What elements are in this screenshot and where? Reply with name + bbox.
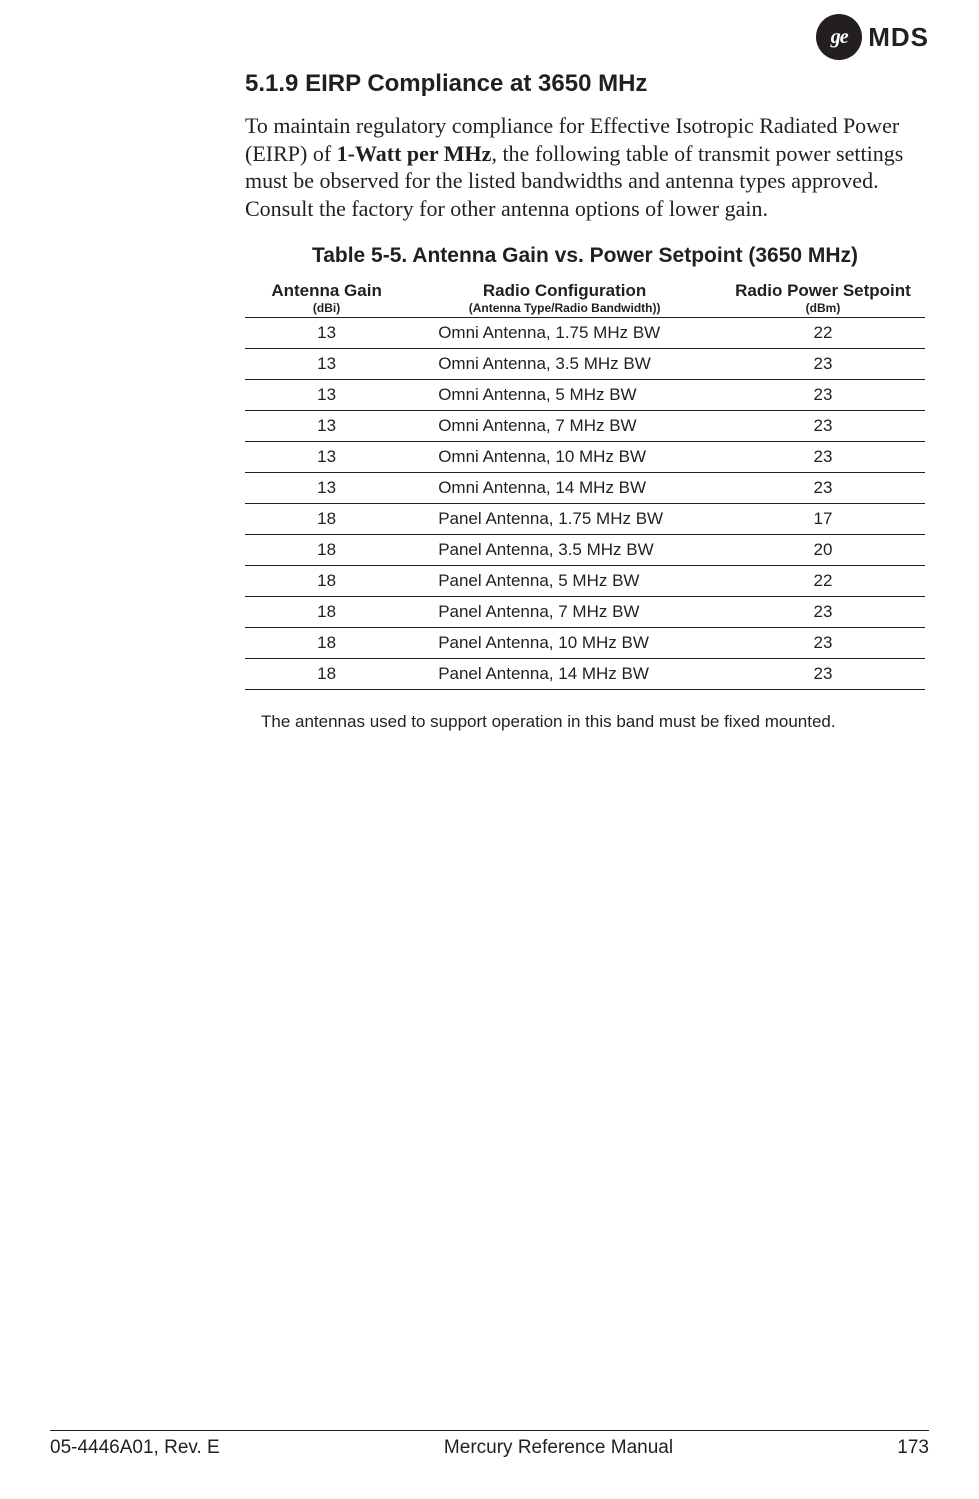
cell-gain: 18: [245, 596, 408, 627]
col-header-gain-sub: (dBi): [251, 301, 402, 315]
brand-logo: ge MDS: [816, 14, 929, 60]
cell-config: Panel Antenna, 1.75 MHz BW: [408, 503, 721, 534]
cell-gain: 18: [245, 658, 408, 689]
ge-monogram-icon: ge: [816, 14, 862, 60]
cell-config: Panel Antenna, 7 MHz BW: [408, 596, 721, 627]
intro-paragraph: To maintain regulatory compliance for Ef…: [245, 112, 925, 222]
table-footnote: The antennas used to support operation i…: [261, 712, 925, 732]
col-header-config: Radio Configuration (Antenna Type/Radio …: [408, 278, 721, 317]
cell-gain: 18: [245, 627, 408, 658]
cell-config: Omni Antenna, 7 MHz BW: [408, 410, 721, 441]
table-row: 13Omni Antenna, 10 MHz BW23: [245, 441, 925, 472]
cell-power: 20: [721, 534, 925, 565]
cell-gain: 13: [245, 441, 408, 472]
cell-config: Omni Antenna, 1.75 MHz BW: [408, 317, 721, 348]
main-content: 5.1.9 EIRP Compliance at 3650 MHz To mai…: [245, 70, 925, 732]
col-header-config-main: Radio Configuration: [414, 282, 715, 301]
brand-text: MDS: [868, 22, 929, 53]
cell-power: 23: [721, 472, 925, 503]
col-header-config-sub: (Antenna Type/Radio Bandwidth)): [414, 301, 715, 315]
para-bold: 1-Watt per MHz: [337, 141, 492, 166]
cell-config: Omni Antenna, 5 MHz BW: [408, 379, 721, 410]
cell-config: Omni Antenna, 10 MHz BW: [408, 441, 721, 472]
section-heading: 5.1.9 EIRP Compliance at 3650 MHz: [245, 70, 925, 98]
cell-gain: 13: [245, 410, 408, 441]
col-header-power: Radio Power Setpoint (dBm): [721, 278, 925, 317]
cell-gain: 13: [245, 379, 408, 410]
cell-power: 17: [721, 503, 925, 534]
cell-gain: 18: [245, 565, 408, 596]
footer-page-number: 173: [897, 1437, 929, 1459]
table-row: 18Panel Antenna, 7 MHz BW23: [245, 596, 925, 627]
table-row: 13Omni Antenna, 14 MHz BW23: [245, 472, 925, 503]
section-number: 5.1.9: [245, 70, 298, 97]
cell-config: Omni Antenna, 14 MHz BW: [408, 472, 721, 503]
table-row: 13Omni Antenna, 7 MHz BW23: [245, 410, 925, 441]
col-header-power-main: Radio Power Setpoint: [727, 282, 919, 301]
col-header-power-sub: (dBm): [727, 301, 919, 315]
cell-config: Panel Antenna, 10 MHz BW: [408, 627, 721, 658]
table-header-row: Antenna Gain (dBi) Radio Configuration (…: [245, 278, 925, 317]
table-row: 18Panel Antenna, 1.75 MHz BW17: [245, 503, 925, 534]
cell-power: 23: [721, 410, 925, 441]
table-row: 18Panel Antenna, 5 MHz BW22: [245, 565, 925, 596]
cell-config: Panel Antenna, 3.5 MHz BW: [408, 534, 721, 565]
footer-doc-title: Mercury Reference Manual: [444, 1437, 673, 1459]
cell-power: 23: [721, 348, 925, 379]
cell-power: 23: [721, 441, 925, 472]
cell-config: Omni Antenna, 3.5 MHz BW: [408, 348, 721, 379]
antenna-gain-table: Antenna Gain (dBi) Radio Configuration (…: [245, 278, 925, 690]
cell-gain: 13: [245, 472, 408, 503]
table-row: 13Omni Antenna, 3.5 MHz BW23: [245, 348, 925, 379]
table-row: 13Omni Antenna, 1.75 MHz BW22: [245, 317, 925, 348]
page-footer: 05-4446A01, Rev. E Mercury Reference Man…: [50, 1430, 929, 1459]
section-title: EIRP Compliance at 3650 MHz: [305, 70, 647, 97]
table-row: 18Panel Antenna, 14 MHz BW23: [245, 658, 925, 689]
footer-doc-rev: 05-4446A01, Rev. E: [50, 1437, 220, 1459]
table-row: 18Panel Antenna, 3.5 MHz BW20: [245, 534, 925, 565]
cell-gain: 18: [245, 503, 408, 534]
table-row: 13Omni Antenna, 5 MHz BW23: [245, 379, 925, 410]
cell-power: 23: [721, 379, 925, 410]
table-caption: Table 5-5. Antenna Gain vs. Power Setpoi…: [245, 244, 925, 268]
cell-power: 23: [721, 596, 925, 627]
table-row: 18Panel Antenna, 10 MHz BW23: [245, 627, 925, 658]
cell-gain: 13: [245, 317, 408, 348]
cell-power: 22: [721, 317, 925, 348]
cell-config: Panel Antenna, 5 MHz BW: [408, 565, 721, 596]
col-header-gain: Antenna Gain (dBi): [245, 278, 408, 317]
cell-config: Panel Antenna, 14 MHz BW: [408, 658, 721, 689]
cell-power: 23: [721, 658, 925, 689]
cell-gain: 18: [245, 534, 408, 565]
col-header-gain-main: Antenna Gain: [251, 282, 402, 301]
cell-power: 22: [721, 565, 925, 596]
cell-gain: 13: [245, 348, 408, 379]
cell-power: 23: [721, 627, 925, 658]
